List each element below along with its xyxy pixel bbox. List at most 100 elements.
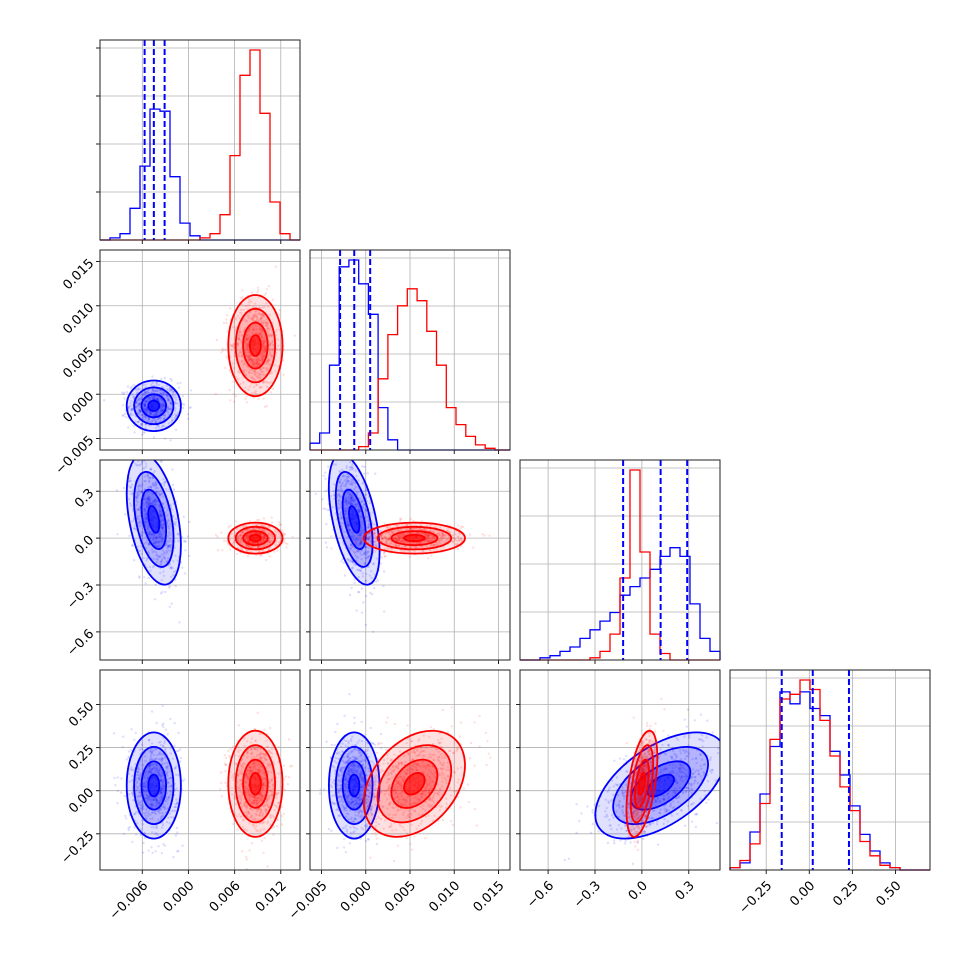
- scatter-point-blue: [350, 497, 353, 500]
- scatter-point-blue: [130, 728, 133, 731]
- scatter-point-red: [399, 534, 403, 537]
- scatter-point-blue: [141, 531, 144, 534]
- scatter-point-red: [277, 532, 280, 536]
- scatter-point-blue: [170, 388, 173, 392]
- scatter-point-red: [258, 386, 262, 389]
- scatter-point-red: [227, 525, 230, 529]
- scatter-point-blue: [349, 502, 353, 505]
- scatter-point-blue: [151, 797, 154, 800]
- scatter-point-red: [246, 539, 249, 542]
- scatter-point-blue: [147, 770, 151, 773]
- density-contour-blue: [147, 505, 161, 534]
- scatter-point-blue: [166, 733, 169, 736]
- scatter-point-blue: [148, 412, 152, 415]
- scatter-point-blue: [155, 483, 158, 486]
- scatter-point-blue: [166, 761, 169, 765]
- scatter-point-blue: [337, 493, 340, 496]
- scatter-point-red: [278, 308, 281, 312]
- scatter-point-blue: [140, 460, 144, 463]
- scatter-point-red: [426, 557, 430, 560]
- scatter-point-blue: [337, 489, 340, 492]
- scatter-point-red: [455, 543, 458, 546]
- scatter-point-blue: [147, 524, 150, 527]
- scatter-point-red: [263, 543, 266, 547]
- scatter-point-blue: [147, 765, 151, 768]
- scatter-point-blue: [160, 775, 163, 778]
- scatter-point-blue: [130, 768, 134, 772]
- scatter-point-blue: [358, 533, 361, 537]
- scatter-point-blue: [114, 784, 117, 787]
- scatter-point-blue: [152, 483, 155, 486]
- scatter-point-red: [405, 524, 408, 527]
- scatter-point-blue: [364, 561, 367, 564]
- scatter-point-blue: [352, 535, 355, 538]
- scatter-point-red: [425, 536, 428, 539]
- scatter-point-blue: [131, 407, 134, 411]
- scatter-point-blue: [354, 538, 357, 541]
- scatter-point-red: [437, 538, 441, 542]
- scatter-point-red: [261, 537, 265, 541]
- scatter-point-red: [254, 324, 258, 328]
- scatter-point-red: [262, 517, 266, 520]
- scatter-point-blue: [159, 791, 162, 794]
- scatter-point-red: [265, 362, 269, 365]
- scatter-point-red: [459, 538, 462, 541]
- scatter-point-blue: [162, 778, 165, 781]
- scatter-layer: [112, 704, 294, 870]
- scatter-point-blue: [176, 850, 179, 853]
- scatter-point-blue: [158, 555, 162, 558]
- scatter-point-blue: [324, 541, 328, 544]
- scatter-point-red: [263, 315, 266, 318]
- scatter-point-blue: [144, 409, 147, 412]
- scatter-point-blue: [349, 483, 352, 486]
- scatter-point-blue: [145, 790, 149, 793]
- scatter-point-red: [266, 543, 269, 546]
- density-contour-red: [248, 533, 262, 543]
- scatter-point-blue: [148, 533, 151, 536]
- scatter-point-red: [253, 528, 256, 531]
- scatter-point-red: [248, 304, 251, 307]
- scatter-point-blue: [357, 509, 361, 513]
- scatter-point-blue: [158, 410, 162, 413]
- scatter-point-blue: [168, 524, 171, 528]
- scatter-point-red: [259, 532, 262, 536]
- scatter-point-blue: [367, 546, 370, 549]
- scatter-point-red: [402, 533, 405, 536]
- scatter-point-blue: [359, 569, 362, 573]
- scatter-point-red: [435, 541, 438, 544]
- scatter-point-blue: [152, 484, 156, 488]
- scatter-point-blue: [141, 822, 144, 826]
- scatter-point-blue: [158, 758, 162, 761]
- scatter-point-blue: [358, 510, 361, 513]
- scatter-point-blue: [137, 777, 140, 781]
- scatter-point-red: [426, 537, 430, 540]
- scatter-point-red: [268, 350, 272, 353]
- scatter-point-red: [444, 533, 447, 537]
- scatter-point-blue: [142, 775, 146, 779]
- scatter-point-red: [267, 358, 270, 362]
- scatter-point-red: [250, 382, 253, 385]
- scatter-point-red: [268, 358, 271, 361]
- scatter-point-blue: [355, 492, 358, 495]
- scatter-point-red: [253, 532, 257, 535]
- scatter-point-blue: [162, 403, 166, 406]
- scatter-point-blue: [154, 412, 158, 415]
- scatter-point-blue: [154, 539, 157, 543]
- scatter-point-blue: [141, 808, 144, 811]
- scatter-point-blue: [366, 537, 369, 540]
- scatter-point-red: [266, 367, 269, 370]
- scatter-point-blue: [166, 540, 169, 543]
- scatter-point-red: [426, 534, 429, 537]
- scatter-point-red: [252, 358, 255, 362]
- scatter-point-blue: [168, 389, 172, 392]
- scatter-point-red: [261, 357, 264, 360]
- scatter-point-red: [240, 314, 243, 317]
- scatter-point-blue: [163, 414, 166, 417]
- scatter-point-blue: [351, 494, 354, 497]
- scatter-point-red: [245, 365, 249, 368]
- scatter-point-red: [405, 527, 408, 531]
- scatter-point-blue: [166, 767, 169, 770]
- scatter-point-blue: [150, 752, 153, 755]
- scatter-point-blue: [143, 836, 147, 840]
- scatter-point-blue: [160, 409, 164, 413]
